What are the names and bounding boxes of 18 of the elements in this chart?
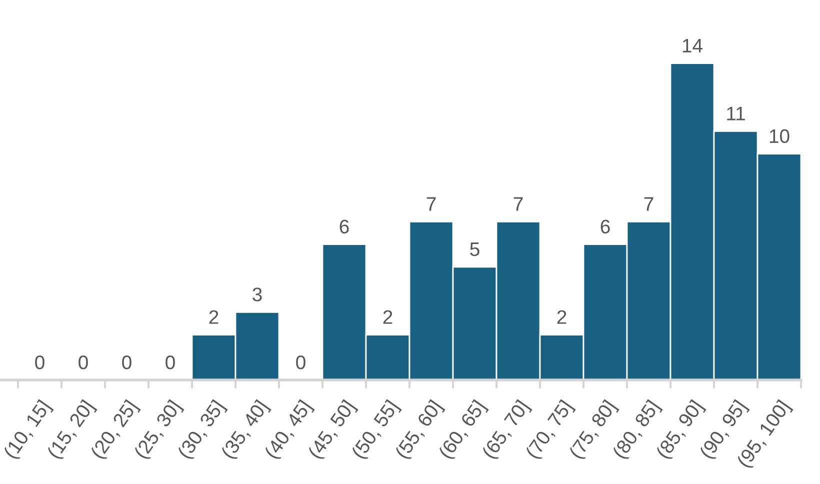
data-label: 11 xyxy=(727,106,745,120)
data-label: 2 xyxy=(557,310,566,324)
data-label: 0 xyxy=(296,355,306,370)
data-label: 0 xyxy=(35,355,44,370)
data-label: 2 xyxy=(209,310,218,324)
data-label: 0 xyxy=(78,355,88,370)
data-label: 7 xyxy=(644,197,654,211)
data-label: 6 xyxy=(600,220,610,234)
data-label: 0 xyxy=(166,355,175,370)
data-label: 7 xyxy=(426,197,436,211)
data-label: 10 xyxy=(770,129,790,144)
data-label: 5 xyxy=(470,242,480,256)
data-label: 14 xyxy=(682,38,702,52)
data-label: 3 xyxy=(252,288,262,302)
data-label: 2 xyxy=(383,310,392,324)
data-label: 6 xyxy=(340,220,349,234)
data-label: 0 xyxy=(122,355,132,370)
data-label: 7 xyxy=(514,197,523,211)
